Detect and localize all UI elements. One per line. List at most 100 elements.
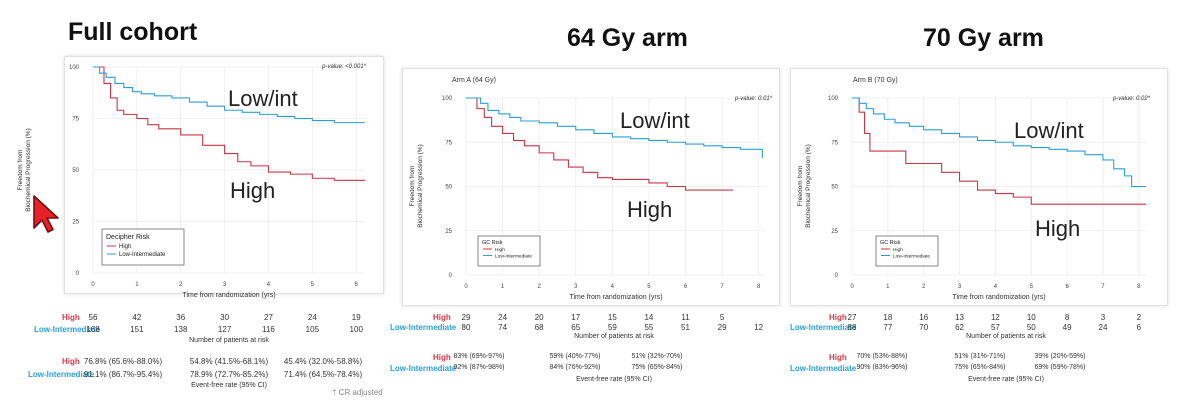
x-tick-label: 6: [355, 282, 359, 288]
annotation-low-int: Low/int: [228, 86, 298, 111]
y-tick-label: 0: [449, 273, 453, 279]
risk-count: 151: [130, 325, 144, 334]
legend-entry: High: [119, 244, 131, 250]
x-tick-label: 3: [574, 284, 578, 290]
legend-entry: Low-Intermediate: [893, 254, 930, 260]
rate-row-label: Low-Intermediate: [790, 364, 857, 373]
event-free-rate: 59% (40%-77%): [549, 353, 601, 360]
rate-table-caption: Event-free rate (95% CI): [191, 382, 267, 389]
risk-row-label: Low-Intermediate: [34, 325, 101, 334]
x-tick-label: 8: [757, 284, 761, 290]
rate-table-caption: Event-free rate (95% CI): [968, 376, 1044, 383]
x-tick-label: 6: [1065, 284, 1069, 290]
risk-row-label: High: [829, 313, 847, 322]
series-line-high: [466, 97, 734, 191]
series-line-high: [93, 66, 365, 181]
x-tick-label: 4: [267, 282, 271, 288]
risk-count: 12: [754, 323, 764, 332]
mouse-pointer-icon: [33, 195, 59, 233]
event-free-rate: 75% (65%-84%): [631, 364, 683, 371]
arm70-title: 70 Gy arm: [923, 24, 1044, 52]
risk-count: 51: [681, 323, 690, 332]
legend-title: Decipher Risk: [106, 234, 150, 241]
risk-count: 55: [644, 323, 654, 332]
event-free-rate: 76.8% (65.6%-88.0%): [83, 357, 163, 366]
rate-table-caption: Event-free rate (95% CI): [576, 376, 652, 383]
risk-count: 88: [847, 323, 857, 332]
risk-count: 14: [644, 313, 654, 322]
event-free-rate: 78.9% (72.7%-85.2%): [189, 370, 269, 379]
risk-count: 49: [1062, 323, 1072, 332]
risk-count: 29: [461, 313, 471, 322]
p-value-label: p-value: <0.001*: [321, 64, 367, 70]
event-free-rate: 51% (31%-71%): [954, 353, 1006, 360]
risk-count: 100: [349, 325, 363, 334]
rate-row-label: High: [829, 353, 847, 362]
x-tick-label: 6: [684, 284, 688, 290]
rate-row-label: Low-Intermediate: [28, 370, 95, 379]
risk-count: 8: [1064, 313, 1070, 322]
risk-row-label: High: [433, 313, 451, 322]
legend-entry: High: [893, 247, 903, 253]
annotation-low-int: Low/int: [620, 108, 690, 133]
annotation-high: High: [1035, 216, 1080, 241]
y-tick-label: 25: [72, 220, 79, 226]
event-free-rate: 51% (32%-70%): [631, 353, 683, 360]
chart-subtitle: Arm A (64 Gy): [452, 77, 496, 84]
risk-count: 50: [1026, 323, 1036, 332]
risk-count: 16: [919, 313, 929, 322]
risk-row-label: Low-Intermediate: [790, 323, 857, 332]
x-tick-label: 3: [223, 282, 227, 288]
x-tick-label: 0: [91, 282, 95, 288]
risk-count: 27: [264, 313, 273, 322]
chart-subtitle: Arm B (70 Gy): [853, 77, 898, 84]
y-tick-label: 50: [831, 185, 838, 191]
risk-count: 24: [498, 313, 508, 322]
x-tick-label: 1: [135, 282, 139, 288]
event-free-rate: 75% (65%-84%): [954, 364, 1006, 371]
event-free-rate: 83% (69%-97%): [453, 353, 505, 360]
y-tick-label: 50: [72, 168, 79, 174]
event-free-rate: 39% (20%-59%): [1034, 353, 1086, 360]
footnote: † CR adjusted: [332, 388, 383, 397]
rate-row-label: Low-Intermediate: [390, 364, 457, 373]
y-tick-label: 25: [445, 229, 452, 235]
event-free-rate: 71.4% (64.5%-78.4%): [283, 370, 363, 379]
x-tick-label: 1: [501, 284, 505, 290]
risk-count: 2: [1136, 313, 1142, 322]
km-chart-2: 0 1 2 3 4 5 6 7 8 0 25 50 75 100 Time from randomizati…: [797, 77, 1151, 301]
legend-box: [101, 228, 185, 266]
legend-entry: Low-Intermediate: [495, 254, 532, 260]
x-tick-label: 5: [1030, 284, 1034, 290]
risk-count: 65: [571, 323, 581, 332]
y-tick-label: 100: [69, 65, 80, 71]
legend-box: [875, 235, 939, 267]
risk-count: 138: [174, 325, 188, 334]
risk-count: 6: [1136, 323, 1142, 332]
x-axis-label: Time from randomization (yrs): [569, 294, 662, 301]
x-axis-label: Time from randomization (yrs): [952, 294, 1045, 301]
event-free-rate: 45.4% (32.0%-58.8%): [283, 357, 363, 366]
risk-count: 5: [719, 313, 725, 322]
risk-count: 18: [883, 313, 893, 322]
x-tick-label: 0: [464, 284, 468, 290]
risk-count: 62: [955, 323, 964, 332]
legend-title: GC Risk: [880, 240, 901, 246]
risk-count: 24: [307, 313, 317, 322]
x-tick-label: 2: [537, 284, 541, 290]
p-value-label: p-value: 0.01*: [734, 96, 773, 102]
event-free-rate: 92% (87%-98%): [453, 364, 505, 371]
y-axis-label: Freedom fromBiochemical Progression (%): [797, 144, 812, 227]
risk-count: 29: [717, 323, 727, 332]
y-tick-label: 100: [442, 96, 453, 102]
annotation-high: High: [627, 197, 672, 222]
series-line-low-intermediate: [852, 97, 1146, 188]
risk-count: 42: [132, 313, 142, 322]
risk-count: 30: [220, 313, 230, 322]
annotation-high: High: [230, 178, 275, 203]
legend-entry: High: [495, 247, 505, 253]
y-axis-label: Freedom fromBiochemical Progression (%): [17, 128, 32, 211]
legend-box: [477, 235, 541, 267]
